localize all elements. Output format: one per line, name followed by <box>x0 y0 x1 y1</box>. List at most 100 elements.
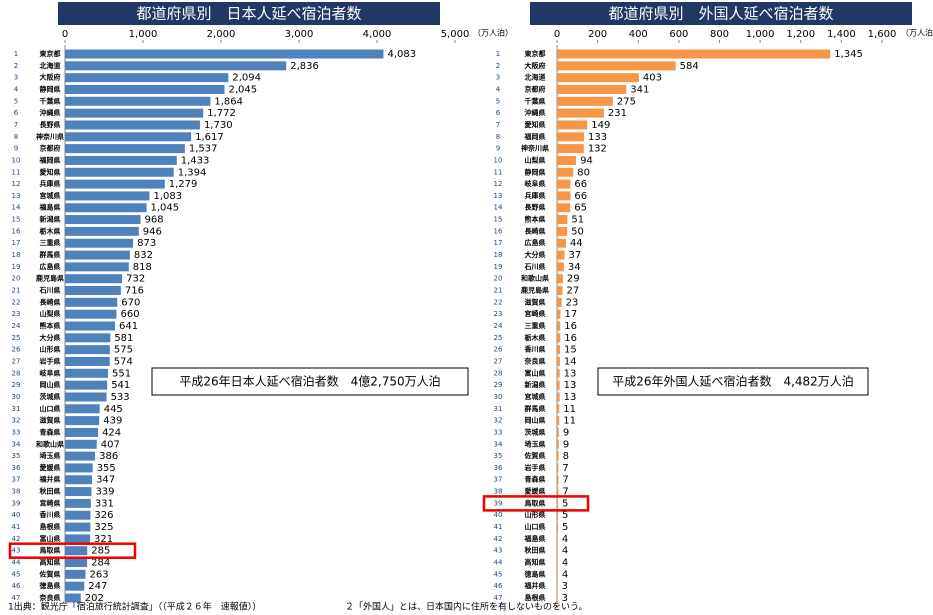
bar <box>65 226 139 236</box>
x-tick-label: 3,000 <box>285 29 314 40</box>
x-tick-label: 1,400 <box>827 29 856 40</box>
category-label: 岩手県 <box>524 463 546 472</box>
rank-label: 14 <box>12 204 21 212</box>
rank-label: 36 <box>12 464 21 472</box>
category-label: 香川県 <box>524 345 546 354</box>
x-tick-label: 5,000 <box>441 29 470 40</box>
value-label: 832 <box>134 250 153 261</box>
value-label: 1,730 <box>204 120 233 131</box>
value-label: 341 <box>630 84 649 95</box>
x-tick-label: 1,600 <box>868 29 897 40</box>
category-label: 新潟県 <box>525 380 546 389</box>
category-label: 三重県 <box>40 238 61 247</box>
value-label: 3 <box>562 593 568 604</box>
value-label: 325 <box>94 522 113 533</box>
value-label: 8 <box>563 451 569 462</box>
category-label: 栃木県 <box>40 226 61 235</box>
rank-label: 20 <box>494 275 503 283</box>
value-label: 321 <box>94 534 113 545</box>
bar <box>65 451 96 461</box>
bar <box>557 510 559 520</box>
annotation: 平成26年日本人延べ宿泊者数 4億2,750万人泊 <box>179 374 440 389</box>
rank-label: 26 <box>12 346 21 354</box>
bar <box>557 368 560 378</box>
value-label: 732 <box>126 274 145 285</box>
rank-label: 34 <box>12 440 21 448</box>
rank-label: 40 <box>494 511 503 519</box>
value-label: 132 <box>588 144 607 155</box>
category-label: 福島県 <box>39 203 61 212</box>
rank-label: 4 <box>496 85 501 93</box>
rank-label: 16 <box>12 227 21 235</box>
bar <box>557 144 584 154</box>
value-label: 1,617 <box>195 132 224 143</box>
value-label: 5 <box>562 510 568 521</box>
category-label: 愛知県 <box>40 167 61 176</box>
category-label: 埼玉県 <box>40 451 61 460</box>
category-label: 千葉県 <box>40 96 61 105</box>
value-label: 946 <box>143 226 162 237</box>
value-label: 23 <box>566 297 579 308</box>
rank-label: 1 <box>14 50 18 58</box>
rank-label: 7 <box>496 121 500 129</box>
category-label: 熊本県 <box>525 215 546 224</box>
category-label: 福島県 <box>524 534 546 543</box>
bar <box>557 262 564 272</box>
category-label: 愛媛県 <box>40 463 61 472</box>
bar <box>557 179 571 189</box>
bar <box>557 427 559 437</box>
rank-label: 27 <box>12 357 21 365</box>
value-label: 9 <box>563 427 569 438</box>
rank-label: 8 <box>14 133 18 141</box>
rank-label: 47 <box>12 594 21 602</box>
value-label: 551 <box>112 368 131 379</box>
category-label: 青森県 <box>525 475 546 484</box>
bar <box>557 345 561 355</box>
x-tick-label: 800 <box>710 29 729 40</box>
bar <box>65 120 200 130</box>
rank-label: 7 <box>14 121 18 129</box>
bar <box>65 309 117 319</box>
bar <box>65 392 107 402</box>
bar <box>65 487 92 497</box>
value-label: 50 <box>571 226 584 237</box>
category-label: 宮崎県 <box>525 309 546 318</box>
category-label: 長崎県 <box>40 297 61 306</box>
annotation-box <box>151 367 469 396</box>
value-label: 44 <box>570 238 583 249</box>
category-label: 岡山県 <box>525 416 546 425</box>
rank-label: 28 <box>494 369 503 377</box>
rank-label: 9 <box>14 145 18 153</box>
category-label: 熊本県 <box>40 321 61 330</box>
bar <box>65 558 88 568</box>
value-label: 4 <box>562 546 568 557</box>
bar <box>557 215 568 225</box>
value-label: 574 <box>114 356 133 367</box>
rank-label: 8 <box>496 133 500 141</box>
value-label: 17 <box>564 309 577 320</box>
value-label: 34 <box>568 262 581 273</box>
bar <box>65 286 121 296</box>
category-label: 島根県 <box>525 593 546 602</box>
value-label: 4 <box>562 534 568 545</box>
bar <box>557 498 559 508</box>
value-label: 1,083 <box>153 191 182 202</box>
category-label: 千葉県 <box>525 96 546 105</box>
footnote: ２「外国人」とは、日本国内に住所を有しないものをいう。 <box>345 601 587 613</box>
rank-label: 12 <box>494 180 503 188</box>
unit-label: （万人泊 <box>901 28 933 38</box>
category-label: 愛媛県 <box>525 487 546 496</box>
bar <box>65 191 150 201</box>
bar <box>65 593 81 603</box>
rank-label: 41 <box>12 523 21 531</box>
annotation: 平成26年外国人延べ宿泊者数 4,482万人泊 <box>612 374 854 389</box>
value-label: 275 <box>617 96 636 107</box>
rank-label: 37 <box>494 476 503 484</box>
bar <box>557 155 577 165</box>
x-tick-label: 0 <box>62 29 68 40</box>
rank-label: 42 <box>494 535 503 543</box>
category-label: 奈良県 <box>39 593 61 602</box>
rank-label: 32 <box>12 417 21 425</box>
rank-label: 44 <box>494 559 503 567</box>
